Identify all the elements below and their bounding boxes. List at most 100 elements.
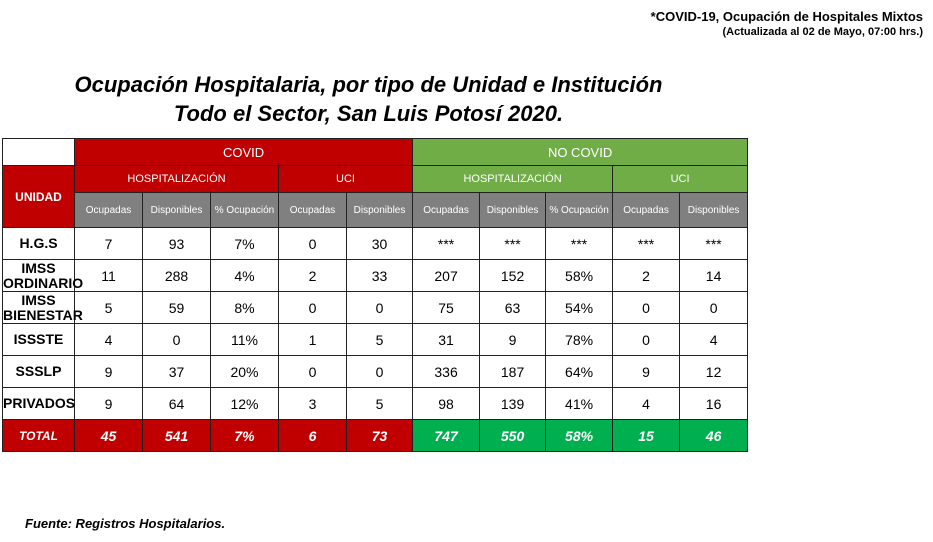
total-cell: 73	[345, 419, 414, 452]
total-cell: 7%	[210, 419, 279, 452]
table-cell: 9	[74, 355, 143, 388]
row-unit-label: ISSSTE	[2, 323, 75, 356]
table-cell: 63	[479, 291, 547, 324]
table-cell: 20%	[210, 355, 279, 388]
source-footnote: Fuente: Registros Hospitalarios.	[25, 516, 226, 531]
table-cell: 7%	[210, 227, 279, 260]
column-header: % Ocupación	[545, 192, 614, 228]
table-cell: 4	[74, 323, 143, 356]
total-cell: 58%	[545, 419, 614, 452]
column-header: Disponibles	[345, 192, 414, 228]
total-cell: 46	[679, 419, 749, 452]
table-cell: ***	[545, 227, 614, 260]
update-note: *COVID-19, Ocupación de Hospitales Mixto…	[651, 8, 923, 40]
total-label: TOTAL	[2, 419, 75, 452]
total-cell: 541	[142, 419, 211, 452]
table-cell: 152	[479, 259, 547, 292]
update-note-title: *COVID-19, Ocupación de Hospitales Mixto…	[650, 9, 923, 24]
table-cell: 54%	[545, 291, 614, 324]
group-header-row: COVID NO COVID	[2, 138, 749, 166]
table-row: SSSLP 9 37 20% 0 0 336 187 64% 9 12	[2, 355, 749, 388]
table-cell: 30	[345, 227, 414, 260]
column-header: Disponibles	[142, 192, 211, 228]
table-cell: 31	[412, 323, 481, 356]
table-cell: 7	[74, 227, 143, 260]
occupancy-table: COVID NO COVID UNIDAD HOSPITALIZACIÓN UC…	[2, 138, 749, 452]
table-row: IMSS BIENESTAR 5 59 8% 0 0 75 63 54% 0 0	[2, 291, 749, 324]
table-cell: 12%	[210, 387, 279, 420]
table-cell: ***	[479, 227, 547, 260]
table-cell: 0	[612, 291, 681, 324]
table-cell: 2	[278, 259, 347, 292]
subgroup-header-row: UNIDAD HOSPITALIZACIÓN UCI HOSPITALIZACI…	[2, 165, 749, 228]
table-cell: 5	[74, 291, 143, 324]
column-header-row: Ocupadas Disponibles % Ocupación Ocupada…	[3, 192, 749, 228]
table-row: ISSSTE 4 0 11% 1 5 31 9 78% 0 4	[2, 323, 749, 356]
table-cell: ***	[412, 227, 481, 260]
table-cell: 41%	[545, 387, 614, 420]
table-cell: 5	[345, 387, 414, 420]
title-line-1: Ocupación Hospitalaria, por tipo de Unid…	[74, 72, 663, 97]
table-cell: 0	[278, 355, 347, 388]
table-cell: 58%	[545, 259, 614, 292]
page-title: Ocupación Hospitalaria, por tipo de Unid…	[0, 70, 737, 128]
total-cell: 747	[412, 419, 481, 452]
table-cell: ***	[612, 227, 681, 260]
table-cell: 8%	[210, 291, 279, 324]
column-header: Ocupadas	[612, 192, 681, 228]
table-cell: 59	[142, 291, 211, 324]
table-cell: 11	[74, 259, 143, 292]
table-cell: 2	[612, 259, 681, 292]
table-cell: 12	[679, 355, 749, 388]
table-cell: 0	[345, 355, 414, 388]
table-row: PRIVADOS 9 64 12% 3 5 98 139 41% 4 16	[2, 387, 749, 420]
total-cell: 15	[612, 419, 681, 452]
table-cell: 14	[679, 259, 749, 292]
column-header: Ocupadas	[74, 192, 143, 228]
table-cell: 3	[278, 387, 347, 420]
table-cell: 288	[142, 259, 211, 292]
table-cell: 64%	[545, 355, 614, 388]
column-header: % Ocupación	[210, 192, 279, 228]
table-cell: 336	[412, 355, 481, 388]
covid-header: COVID	[73, 138, 414, 166]
table-cell: 16	[679, 387, 749, 420]
total-cell: 550	[479, 419, 547, 452]
table-cell: 139	[479, 387, 547, 420]
table-cell: ***	[679, 227, 749, 260]
table-cell: 187	[479, 355, 547, 388]
total-cell: 45	[74, 419, 143, 452]
table-cell: 9	[74, 387, 143, 420]
update-note-date: (Actualizada al 02 de Mayo, 07:00 hrs.)	[722, 26, 923, 38]
table-cell: 0	[345, 291, 414, 324]
table-row: H.G.S 7 93 7% 0 30 *** *** *** *** ***	[2, 227, 749, 260]
table-cell: 33	[345, 259, 414, 292]
table-cell: 93	[142, 227, 211, 260]
table-cell: 78%	[545, 323, 614, 356]
corner-cell	[2, 138, 75, 166]
covid-hospitalizacion-header: HOSPITALIZACIÓN	[74, 165, 279, 193]
table-cell: 75	[412, 291, 481, 324]
table-cell: 0	[679, 291, 749, 324]
table-cell: 4%	[210, 259, 279, 292]
table-cell: 0	[278, 291, 347, 324]
table-cell: 0	[612, 323, 681, 356]
title-line-2: Todo el Sector, San Luis Potosí 2020.	[173, 101, 564, 126]
row-unit-label: SSSLP	[2, 355, 75, 388]
table-cell: 1	[278, 323, 347, 356]
data-rows: H.G.S 7 93 7% 0 30 *** *** *** *** *** IMSS ORDINAR…	[2, 227, 749, 420]
table-cell: 64	[142, 387, 211, 420]
table-cell: 207	[412, 259, 481, 292]
column-header: Disponibles	[679, 192, 749, 228]
no-covid-hospitalizacion-header: HOSPITALIZACIÓN	[412, 165, 614, 193]
table-cell: 37	[142, 355, 211, 388]
table-cell: 9	[612, 355, 681, 388]
row-unit-label: IMSS ORDINARIO	[2, 259, 84, 292]
total-row: TOTAL 45 541 7% 6 73 747 550 58% 15 46	[2, 419, 749, 452]
column-header: Disponibles	[479, 192, 547, 228]
table-cell: 0	[278, 227, 347, 260]
table-cell: 4	[679, 323, 749, 356]
table-cell: 5	[345, 323, 414, 356]
row-unit-label: IMSS BIENESTAR	[2, 291, 83, 324]
table-cell: 4	[612, 387, 681, 420]
